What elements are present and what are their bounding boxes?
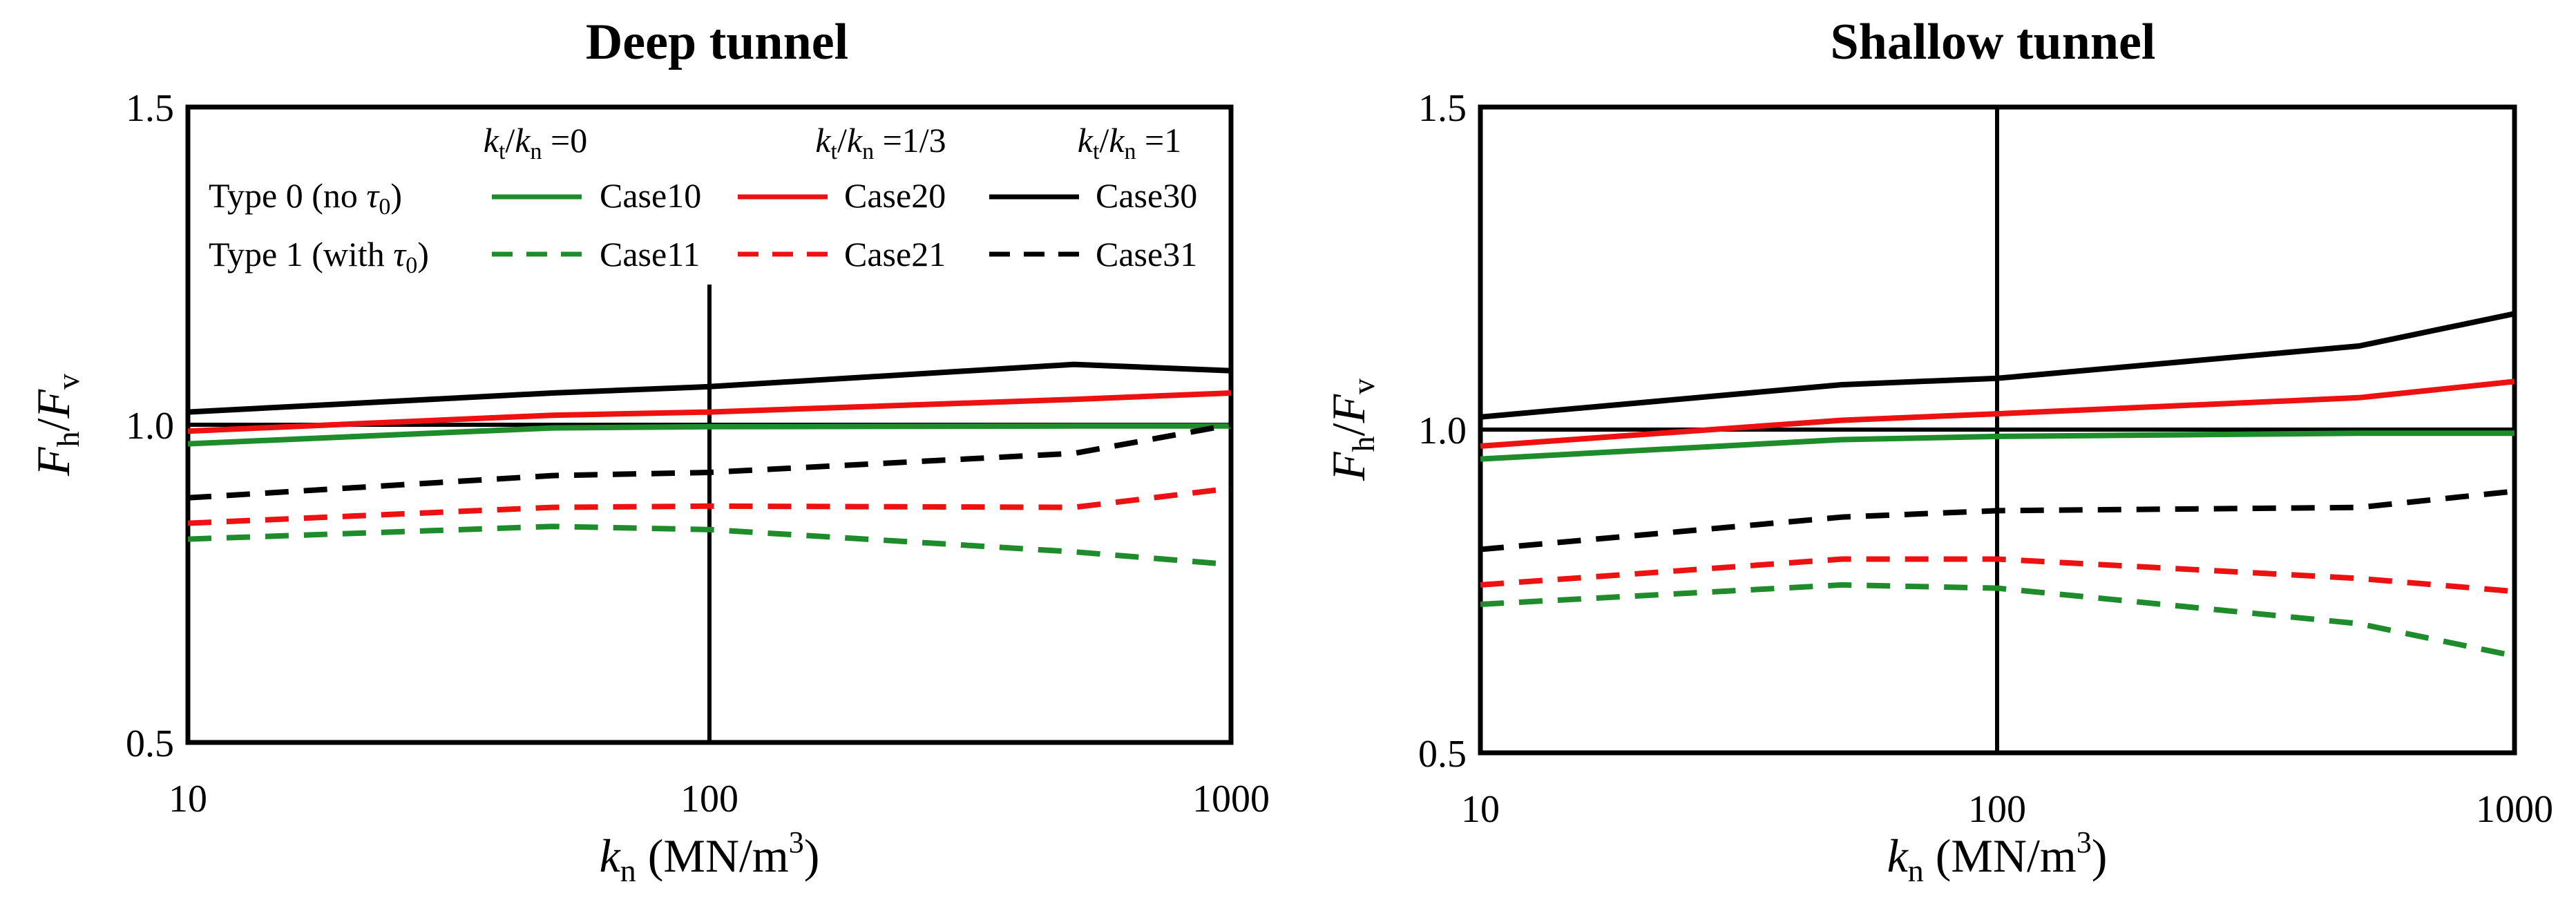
y-axis-label: Fh/Fv: [1322, 378, 1381, 481]
legend-header: kt/kn =1: [1078, 121, 1181, 164]
chart-title: Deep tunnel: [586, 14, 848, 70]
series-line-case21: [1480, 556, 2515, 595]
panel-deep-tunnel: Deep tunnel 1.5 1.0 0.5 10 100 1000 kn (…: [27, 14, 1270, 888]
x-tick-label: 10: [1461, 788, 1500, 831]
series-group: [187, 361, 1232, 568]
legend-label-case11: Case11: [600, 235, 700, 274]
series-line-case31: [187, 422, 1232, 501]
x-axis-label: kn (MN/m3): [1887, 825, 2108, 888]
legend-header: kt/kn =0: [484, 121, 587, 164]
legend-label-case21: Case21: [844, 235, 946, 274]
series-line-case30: [1480, 311, 2515, 420]
legend-label-case10: Case10: [600, 176, 701, 215]
series-line-case21: [187, 486, 1232, 526]
y-tick-label: 0.5: [126, 722, 174, 765]
legend-label-case30: Case30: [1096, 176, 1197, 215]
chart-title: Shallow tunnel: [1831, 14, 2156, 70]
series-line-case10: [1480, 430, 2515, 462]
legend-row-label: Type 0 (no τ0): [209, 176, 402, 220]
legend-label-case20: Case20: [844, 176, 946, 215]
series-line-case11: [1480, 582, 2515, 659]
x-tick-label: 1000: [1192, 778, 1270, 821]
series-group: [1480, 311, 2515, 659]
y-tick-label: 1.5: [1418, 87, 1467, 130]
y-axis-label: Fh/Fv: [27, 374, 86, 477]
x-tick-label: 10: [169, 778, 207, 821]
legend-header: kt/kn =1/3: [815, 121, 946, 164]
x-tick-label: 1000: [2476, 788, 2553, 831]
y-tick-label: 1.0: [126, 405, 174, 448]
x-tick-label: 100: [1968, 788, 2026, 831]
series-line-case20: [1480, 378, 2515, 449]
series-line-case11: [187, 524, 1232, 568]
legend-label-case31: Case31: [1096, 235, 1197, 274]
panel-shallow-tunnel: Shallow tunnel 1.5 1.0 0.5 10 100 1000 k…: [1322, 14, 2553, 888]
legend: kt/kn =0 kt/kn =1/3 kt/kn =1 Type 0 (no …: [200, 119, 1216, 285]
x-axis-label: kn (MN/m3): [600, 825, 820, 888]
series-line-case31: [1480, 488, 2515, 553]
series-line-case30: [187, 361, 1232, 415]
y-tick-label: 1.5: [126, 87, 174, 130]
series-line-case20: [187, 390, 1232, 434]
y-tick-label: 1.0: [1418, 410, 1467, 452]
x-tick-label: 100: [680, 778, 738, 821]
legend-background: [200, 119, 1216, 285]
series-line-case10: [187, 423, 1231, 447]
legend-row-label: Type 1 (with τ0): [209, 235, 429, 278]
y-tick-label: 0.5: [1418, 733, 1467, 776]
